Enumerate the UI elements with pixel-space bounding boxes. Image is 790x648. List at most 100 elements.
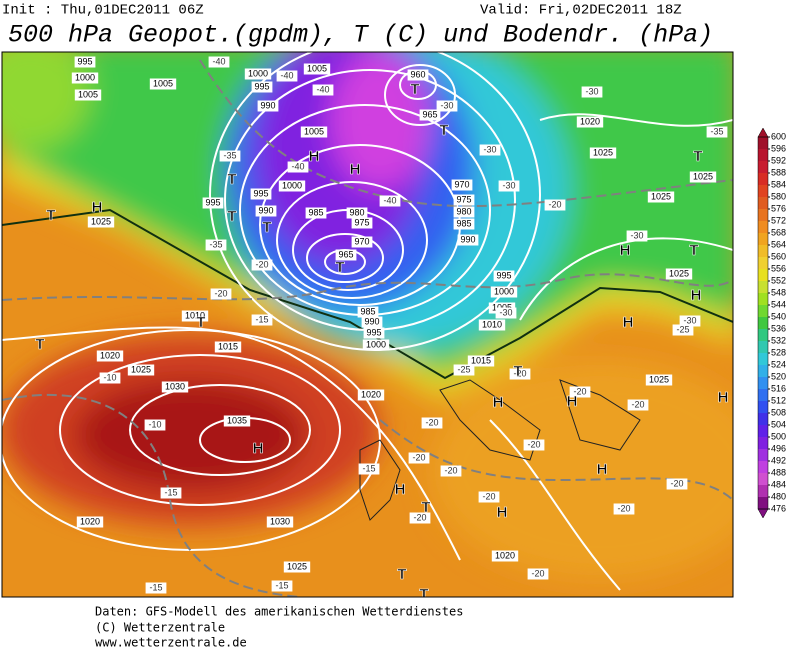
temperature-label-box [523,439,545,451]
colorbar-segment [758,149,768,161]
temperature-label: -20 [548,199,561,209]
isobar-label: 1005 [78,89,98,99]
isobar-label: 990 [460,234,475,244]
colorbar-label: 568 [771,227,786,237]
temperature-label: -30 [683,315,696,325]
isobar-label-box [283,561,311,573]
isobar-label: 995 [205,197,220,207]
isobar-label: 995 [253,188,268,198]
isobar-label-box [361,316,383,328]
colorbar-label: 548 [771,287,786,297]
isobar-label-box [363,327,385,339]
pressure-center: T [335,259,344,276]
pressure-center: H [395,481,406,498]
colorbar-label: 536 [771,323,786,333]
colorbar-label: 476 [771,503,786,513]
temperature-label-box [409,512,431,524]
isobar-label: 1025 [131,364,151,374]
temperature-label: -20 [631,399,644,409]
temperature-label: -20 [214,288,227,298]
isobar-label-box [255,205,277,217]
temperature-label: -15 [164,487,177,497]
isobar-label: 1025 [593,147,613,157]
temperature-label-box [453,364,475,376]
colorbar-label: 488 [771,467,786,477]
temperature-label: -15 [255,314,268,324]
colorbar-segment [758,329,768,341]
isobar-label-box [467,355,495,367]
colorbar-segment [758,221,768,233]
isobar-label-box [202,197,224,209]
isobar-label-box [357,306,379,318]
pressure-center: T [196,314,205,331]
temperature-label-box [544,199,566,211]
isobar-label-box [244,68,272,80]
pressure-center: T [410,81,419,98]
isobar-label: 965 [338,249,353,259]
colorbar-segment [758,449,768,461]
colorbar-segment [758,185,768,197]
colorbar-label: 532 [771,335,786,345]
isobar-label-box [251,81,273,93]
isobar-label-box [589,147,617,159]
temperature-label-box [498,180,520,192]
isobar-label-box [453,206,475,218]
colorbar-label: 516 [771,383,786,393]
init-time: Init : Thu,01DEC2011 06Z [2,3,204,19]
colorbar-label: 500 [771,431,786,441]
colorbar-segment [758,257,768,269]
colorbar-label: 584 [771,179,786,189]
colorbar-label: 528 [771,347,786,357]
temperature-label: -40 [316,84,329,94]
isobar-label: 1005 [153,78,173,88]
colorbar-label: 560 [771,251,786,261]
pressure-center: T [689,242,698,259]
temperature-label-box [210,288,232,300]
temperature-label: -25 [676,324,689,334]
temperature-label-box [626,230,648,242]
temperature-label-box [251,259,273,271]
pressure-center: H [597,461,608,478]
temperature-label: -15 [275,580,288,590]
isobar-label-box [278,180,306,192]
temperature-label-box [145,582,167,594]
isobar-label-box [223,415,251,427]
colorbar-segment [758,365,768,377]
isobar-label: 1005 [492,302,512,312]
temperature-label-box [479,144,501,156]
isobar-label: 1025 [693,171,713,181]
colorbar-label: 484 [771,479,786,489]
pressure-center: H [691,287,702,304]
colorbar-segment [758,461,768,473]
isobar-label: 970 [454,179,469,189]
temperature-label-box [219,150,241,162]
temperature-label-box [679,315,701,327]
colorbar-label: 596 [771,143,786,153]
temperature-label-box [666,478,688,490]
isobar-label-box [96,350,124,362]
isotherms [2,59,733,597]
colorbar-label: 504 [771,419,786,429]
isobar-label-box [453,194,475,206]
isobar-label: 1030 [165,381,185,391]
temperature-label-box [276,70,298,82]
isobar-label: 1020 [580,116,600,126]
isobar-label-box [127,364,155,376]
isobar-label: 1030 [270,516,290,526]
isobar-label-box [453,218,475,230]
colorbar-segment [758,485,768,497]
colorbar-label: 512 [771,395,786,405]
pressure-center: T [227,208,236,225]
isobar-label: 1000 [75,72,95,82]
isobar-label-box [451,179,473,191]
pressure-center: H [309,148,320,165]
temperature-label-box [509,368,531,380]
colorbar-segment [758,353,768,365]
temperature-label: -30 [630,230,643,240]
temperature-label: -20 [482,491,495,501]
temperature-label: -40 [212,56,225,66]
temperature-label: -35 [209,239,222,249]
colorbar-segment [758,197,768,209]
isobar-label: 975 [354,217,369,227]
colorbar-label: 576 [771,203,786,213]
